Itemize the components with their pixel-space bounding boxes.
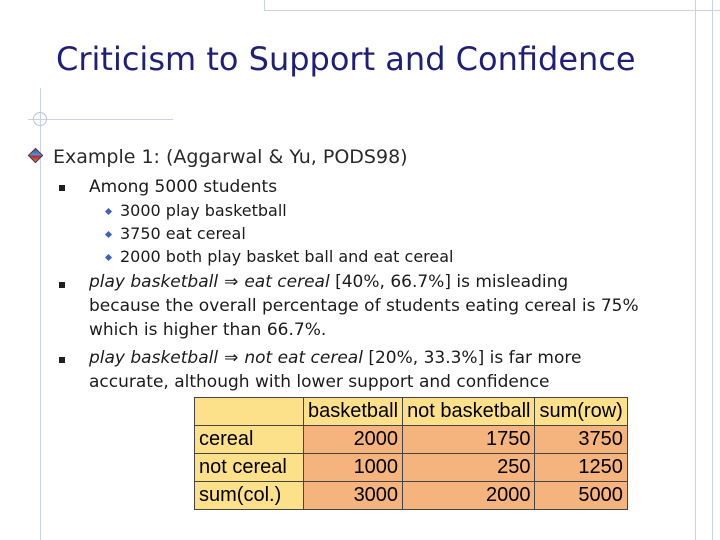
table-header-row: basketball not basketball sum(row) bbox=[194, 397, 628, 426]
table-cell: 2000 bbox=[302, 425, 404, 454]
table-cell: 5000 bbox=[534, 481, 628, 510]
table-cell: 2000 bbox=[402, 481, 536, 510]
table-row: sum(col.) 3000 2000 5000 bbox=[194, 481, 628, 510]
bullet-misleading-line2: because the overall percentage of studen… bbox=[89, 296, 639, 316]
square-bullet-icon bbox=[59, 185, 65, 191]
example-heading-text: Example 1: (Aggarwal & Yu, PODS98) bbox=[53, 146, 408, 168]
rule-rhs: eat cereal bbox=[244, 272, 330, 292]
diamond-bullet-icon bbox=[27, 147, 44, 164]
table-cell: 3750 bbox=[534, 425, 628, 454]
rule-metrics: [40%, 66.7%] is misleading bbox=[329, 272, 569, 292]
sub-bullet-both: 2000 both play basket ball and eat cerea… bbox=[120, 247, 454, 266]
frame-line-top bbox=[28, 119, 173, 120]
bullet-accurate-rule: play basketball ⇒ not eat cereal [20%, 33.… bbox=[89, 348, 581, 368]
frame-line-right-2 bbox=[712, 0, 713, 540]
table-header-cell: basketball bbox=[302, 397, 404, 426]
square-bullet-icon bbox=[59, 357, 65, 363]
bullet-misleading-line3: which is higher than 66.7%. bbox=[89, 320, 327, 340]
rule-metrics: [20%, 33.3%] is far more bbox=[362, 348, 582, 368]
small-diamond-icon bbox=[104, 230, 113, 239]
small-diamond-icon bbox=[104, 253, 113, 262]
rule-lhs: play basketball bbox=[89, 348, 219, 368]
bullet-accurate-line2: accurate, although with lower support an… bbox=[89, 372, 550, 392]
example-heading: Example 1: (Aggarwal & Yu, PODS98) bbox=[27, 146, 408, 168]
table-header-cell: sum(row) bbox=[534, 397, 628, 426]
frame-line-right-1 bbox=[695, 0, 696, 540]
bullet-misleading-rule: play basketball ⇒ eat cereal [40%, 66.7%] … bbox=[89, 272, 568, 292]
sub-bullet-cereal: 3750 eat cereal bbox=[120, 224, 246, 243]
table-cell: 1750 bbox=[402, 425, 536, 454]
table-header-cell: not basketball bbox=[402, 397, 536, 426]
frame-line-top-right bbox=[264, 10, 720, 11]
table-cell: 1000 bbox=[302, 453, 404, 482]
table-cell: 3000 bbox=[302, 481, 404, 510]
contingency-table: basketball not basketball sum(row) cerea… bbox=[194, 397, 628, 510]
frame-line-top-tick bbox=[264, 0, 265, 10]
table-row-label: not cereal bbox=[194, 453, 304, 482]
table-row: not cereal 1000 250 1250 bbox=[194, 453, 628, 482]
implies-arrow-icon: ⇒ bbox=[224, 348, 239, 368]
table-row-label: sum(col.) bbox=[194, 481, 304, 510]
square-bullet-icon bbox=[59, 282, 65, 288]
table-cell: 1250 bbox=[534, 453, 628, 482]
table-cell: 250 bbox=[402, 453, 536, 482]
rule-lhs: play basketball bbox=[89, 272, 219, 292]
rule-rhs: not eat cereal bbox=[244, 348, 363, 368]
table-row: cereal 2000 1750 3750 bbox=[194, 425, 628, 454]
slide-title: Criticism to Support and Confidence bbox=[56, 40, 636, 78]
frame-circle bbox=[33, 112, 47, 126]
bullet-students: Among 5000 students bbox=[89, 177, 278, 197]
frame-line-left bbox=[40, 88, 41, 540]
small-diamond-icon bbox=[104, 207, 113, 216]
implies-arrow-icon: ⇒ bbox=[224, 272, 239, 292]
table-corner-cell bbox=[194, 397, 304, 426]
table-row-label: cereal bbox=[194, 425, 304, 454]
sub-bullet-basketball: 3000 play basketball bbox=[120, 201, 287, 220]
